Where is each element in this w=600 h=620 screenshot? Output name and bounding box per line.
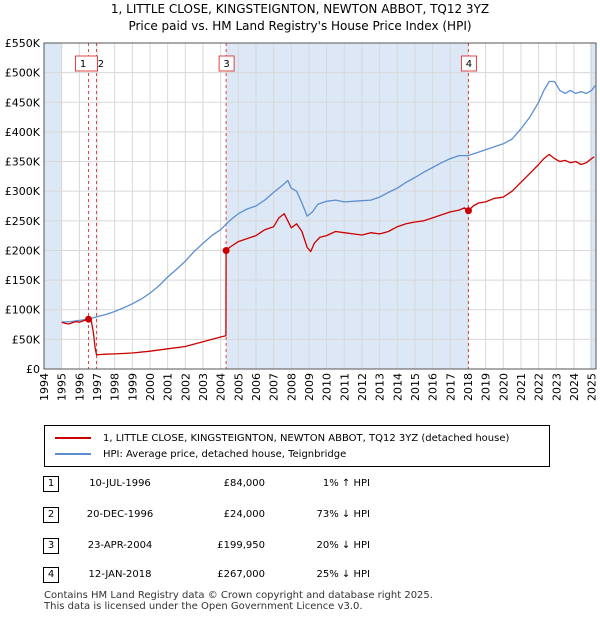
x-tick-label: 2011: [338, 373, 351, 401]
x-tick-label: 2018: [462, 373, 475, 401]
x-tick-label: 2005: [232, 373, 245, 401]
x-tick-label: 1997: [91, 373, 104, 401]
transaction-number: 4: [43, 567, 59, 583]
marker-label-box: [75, 55, 99, 72]
marker-label-box: [460, 55, 477, 72]
transaction-date: 23-APR-2004: [87, 540, 153, 551]
price-chart: 1 2 3 4 £0 £50K £100K £150K £200K £250K £300K £350K…: [5, 37, 599, 401]
x-tick-label: 2004: [215, 373, 228, 401]
x-tick-label: 2009: [303, 373, 316, 401]
legend-label-hpi: HPI: Average price, detached house, Teig…: [103, 448, 347, 460]
x-tick-label: 2025: [586, 373, 599, 401]
transaction-row: 4 12-JAN-2018 £267,000 25% ↓ HPI: [0, 567, 600, 587]
shaded-region: [44, 43, 62, 369]
chart-title: 1, LITTLE CLOSE, KINGSTEIGNTON, NEWTON A…: [110, 2, 490, 16]
transaction-number: 3: [43, 538, 59, 554]
x-tick-label: 2021: [515, 373, 528, 401]
x-tick-label: 2003: [197, 373, 210, 401]
y-tick-label: £350K: [5, 156, 41, 169]
x-tick-label: 2000: [144, 373, 157, 401]
y-tick-label: £500K: [5, 67, 41, 80]
legend-swatch-property: [55, 437, 91, 439]
footer-license: This data is licensed under the Open Gov…: [44, 601, 363, 612]
marker-label: 3: [223, 59, 229, 70]
transaction-hpi: 25% ↓ HPI: [316, 569, 370, 580]
x-tick-label: 2015: [409, 373, 422, 401]
sale-point: [222, 246, 230, 254]
sale-point: [464, 207, 472, 215]
transaction-hpi: 73% ↓ HPI: [316, 509, 370, 520]
legend-swatch-hpi: [55, 453, 91, 455]
hpi-series-line: [61, 80, 596, 323]
marker-label: 1: [80, 59, 86, 70]
x-tick-label: 1996: [73, 373, 86, 401]
marker-label: 2: [98, 59, 104, 70]
footer-copyright: Contains HM Land Registry data © Crown c…: [44, 590, 433, 601]
x-tick-label: 2016: [427, 373, 440, 401]
legend-label-property: 1, LITTLE CLOSE, KINGSTEIGNTON, NEWTON A…: [103, 432, 510, 444]
y-tick-label: £150K: [5, 274, 41, 287]
transaction-row: 3 23-APR-2004 £199,950 20% ↓ HPI: [0, 538, 600, 558]
x-tick-label: 2010: [321, 373, 334, 401]
y-tick-label: £550K: [5, 37, 41, 50]
transaction-date: 10-JUL-1996: [89, 478, 151, 489]
x-tick-label: 1999: [126, 373, 139, 401]
y-tick-label: £200K: [5, 244, 41, 257]
x-tick-label: 2001: [162, 373, 175, 401]
x-tick-label: 2017: [444, 373, 457, 401]
transaction-number: 1: [43, 476, 59, 492]
chart-subtitle: Price paid vs. HM Land Registry's House …: [128, 19, 472, 33]
transaction-price: £199,950: [217, 540, 265, 551]
transaction-price: £84,000: [223, 478, 265, 489]
y-tick-label: £400K: [5, 126, 41, 139]
legend: 1, LITTLE CLOSE, KINGSTEIGNTON, NEWTON A…: [44, 425, 550, 467]
y-tick-label: £100K: [5, 304, 41, 317]
x-tick-label: 2014: [391, 373, 404, 401]
legend-item-hpi: HPI: Average price, detached house, Teig…: [45, 447, 346, 461]
marker-label: 4: [466, 59, 472, 70]
x-tick-label: 2008: [285, 373, 298, 401]
x-tick-label: 2020: [497, 373, 510, 401]
x-tick-label: 2002: [179, 373, 192, 401]
transaction-hpi: 1% ↑ HPI: [322, 478, 370, 489]
x-tick-label: 2013: [374, 373, 387, 401]
y-tick-label: £50K: [12, 333, 41, 346]
transaction-number: 2: [43, 507, 59, 523]
plot-frame: [43, 42, 597, 370]
x-tick-label: 2019: [480, 373, 493, 401]
shaded-region: [589, 43, 596, 369]
marker-label-box: [218, 55, 235, 72]
y-tick-label: £300K: [5, 185, 41, 198]
property-series-line: [61, 153, 595, 356]
y-tick-label: £450K: [5, 96, 41, 109]
x-tick-label: 2023: [550, 373, 563, 401]
sale-point: [85, 315, 93, 323]
transaction-hpi: 20% ↓ HPI: [316, 540, 370, 551]
x-tick-label: 2012: [356, 373, 369, 401]
transaction-price: £267,000: [217, 569, 265, 580]
legend-item-property: 1, LITTLE CLOSE, KINGSTEIGNTON, NEWTON A…: [45, 431, 509, 445]
y-tick-label: £0: [26, 363, 40, 376]
x-tick-label: 1995: [56, 373, 69, 401]
transaction-price: £24,000: [223, 509, 265, 520]
x-tick-label: 2022: [533, 373, 546, 401]
y-tick-label: £250K: [5, 215, 41, 228]
shaded-region: [226, 43, 469, 369]
x-tick-label: 1994: [38, 373, 51, 401]
x-tick-label: 2007: [268, 373, 281, 401]
transaction-row: 1 10-JUL-1996 £84,000 1% ↑ HPI: [0, 476, 600, 496]
transaction-date: 20-DEC-1996: [86, 509, 154, 520]
transaction-row: 2 20-DEC-1996 £24,000 73% ↓ HPI: [0, 507, 600, 527]
x-tick-label: 1998: [109, 373, 122, 401]
x-tick-label: 2024: [568, 373, 581, 401]
x-tick-label: 2006: [250, 373, 263, 401]
transaction-date: 12-JAN-2018: [88, 569, 152, 580]
